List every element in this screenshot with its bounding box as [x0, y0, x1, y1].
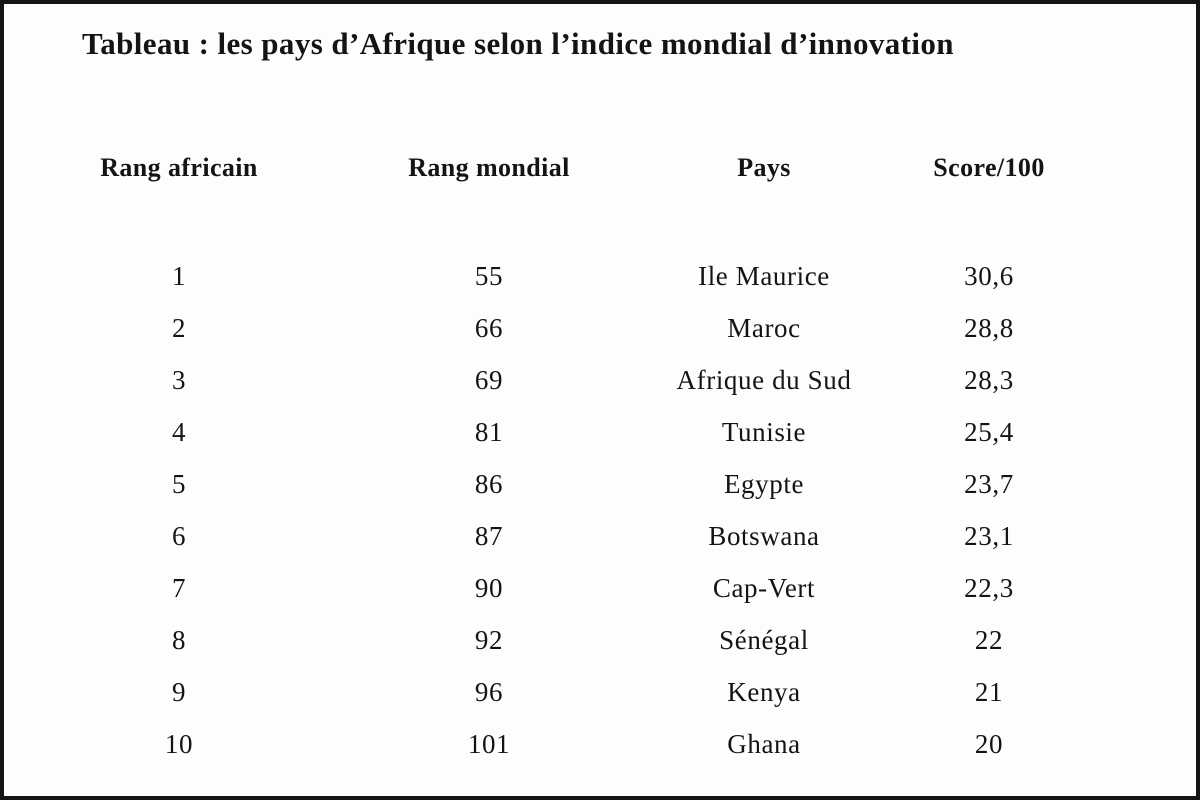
table-title: Tableau : les pays d’Afrique selon l’ind…: [82, 26, 954, 61]
cell-score: 23,1: [964, 520, 1014, 551]
table-row: 8 92 Sénégal 22: [4, 614, 1074, 666]
cell-score: 30,6: [964, 260, 1014, 291]
cell-rang-africain: 8: [171, 624, 187, 655]
cell-score: 21: [974, 676, 1004, 707]
cell-score: 22: [974, 624, 1004, 655]
column-header-score: Score/100: [933, 153, 1045, 182]
cell-rang-mondial: 66: [474, 312, 504, 343]
cell-pays: Kenya: [727, 676, 801, 707]
cell-rang-mondial: 87: [474, 520, 504, 551]
cell-rang-mondial: 101: [467, 728, 511, 759]
cell-rang-africain: 9: [171, 676, 187, 707]
cell-score: 25,4: [964, 416, 1014, 447]
cell-rang-mondial: 55: [474, 260, 504, 291]
table-row: 2 66 Maroc 28,8: [4, 302, 1074, 354]
column-header-pays: Pays: [737, 153, 791, 182]
cell-pays: Ghana: [727, 728, 801, 759]
table-row: 5 86 Egypte 23,7: [4, 458, 1074, 510]
cell-score: 28,3: [964, 364, 1014, 395]
cell-rang-mondial: 92: [474, 624, 504, 655]
cell-rang-mondial: 86: [474, 468, 504, 499]
cell-rang-africain: 4: [171, 416, 187, 447]
table-row: 9 96 Kenya 21: [4, 666, 1074, 718]
cell-rang-mondial: 90: [474, 572, 504, 603]
cell-score: 20: [974, 728, 1004, 759]
table-row: 1 55 Ile Maurice 30,6: [4, 250, 1074, 302]
cell-rang-africain: 6: [171, 520, 187, 551]
cell-pays: Ile Maurice: [698, 260, 830, 291]
table-row: 6 87 Botswana 23,1: [4, 510, 1074, 562]
cell-rang-mondial: 69: [474, 364, 504, 395]
innovation-index-table: Rang africain Rang mondial Pays Score/10…: [4, 150, 1074, 770]
cell-rang-africain: 2: [171, 312, 187, 343]
header-row: Rang africain Rang mondial Pays Score/10…: [4, 150, 1074, 250]
cell-pays: Tunisie: [721, 416, 807, 447]
table-row: 7 90 Cap-Vert 22,3: [4, 562, 1074, 614]
cell-score: 22,3: [964, 572, 1014, 603]
cell-rang-africain: 3: [171, 364, 187, 395]
cell-pays: Cap-Vert: [712, 572, 816, 603]
cell-rang-africain: 7: [171, 572, 187, 603]
cell-pays: Sénégal: [719, 624, 809, 655]
cell-pays: Egypte: [723, 468, 805, 499]
cell-rang-africain: 1: [171, 260, 187, 291]
column-header-rang-africain: Rang africain: [100, 153, 258, 182]
cell-pays: Botswana: [708, 520, 820, 551]
table-row: 10 101 Ghana 20: [4, 718, 1074, 770]
cell-pays: Afrique du Sud: [676, 364, 852, 395]
cell-rang-mondial: 81: [474, 416, 504, 447]
table-row: 4 81 Tunisie 25,4: [4, 406, 1074, 458]
cell-pays: Maroc: [727, 312, 801, 343]
cell-rang-africain: 5: [171, 468, 187, 499]
cell-rang-africain: 10: [164, 728, 194, 759]
cell-rang-mondial: 96: [474, 676, 504, 707]
column-header-rang-mondial: Rang mondial: [408, 153, 570, 182]
cell-score: 23,7: [964, 468, 1014, 499]
table-row: 3 69 Afrique du Sud 28,3: [4, 354, 1074, 406]
cell-score: 28,8: [964, 312, 1014, 343]
